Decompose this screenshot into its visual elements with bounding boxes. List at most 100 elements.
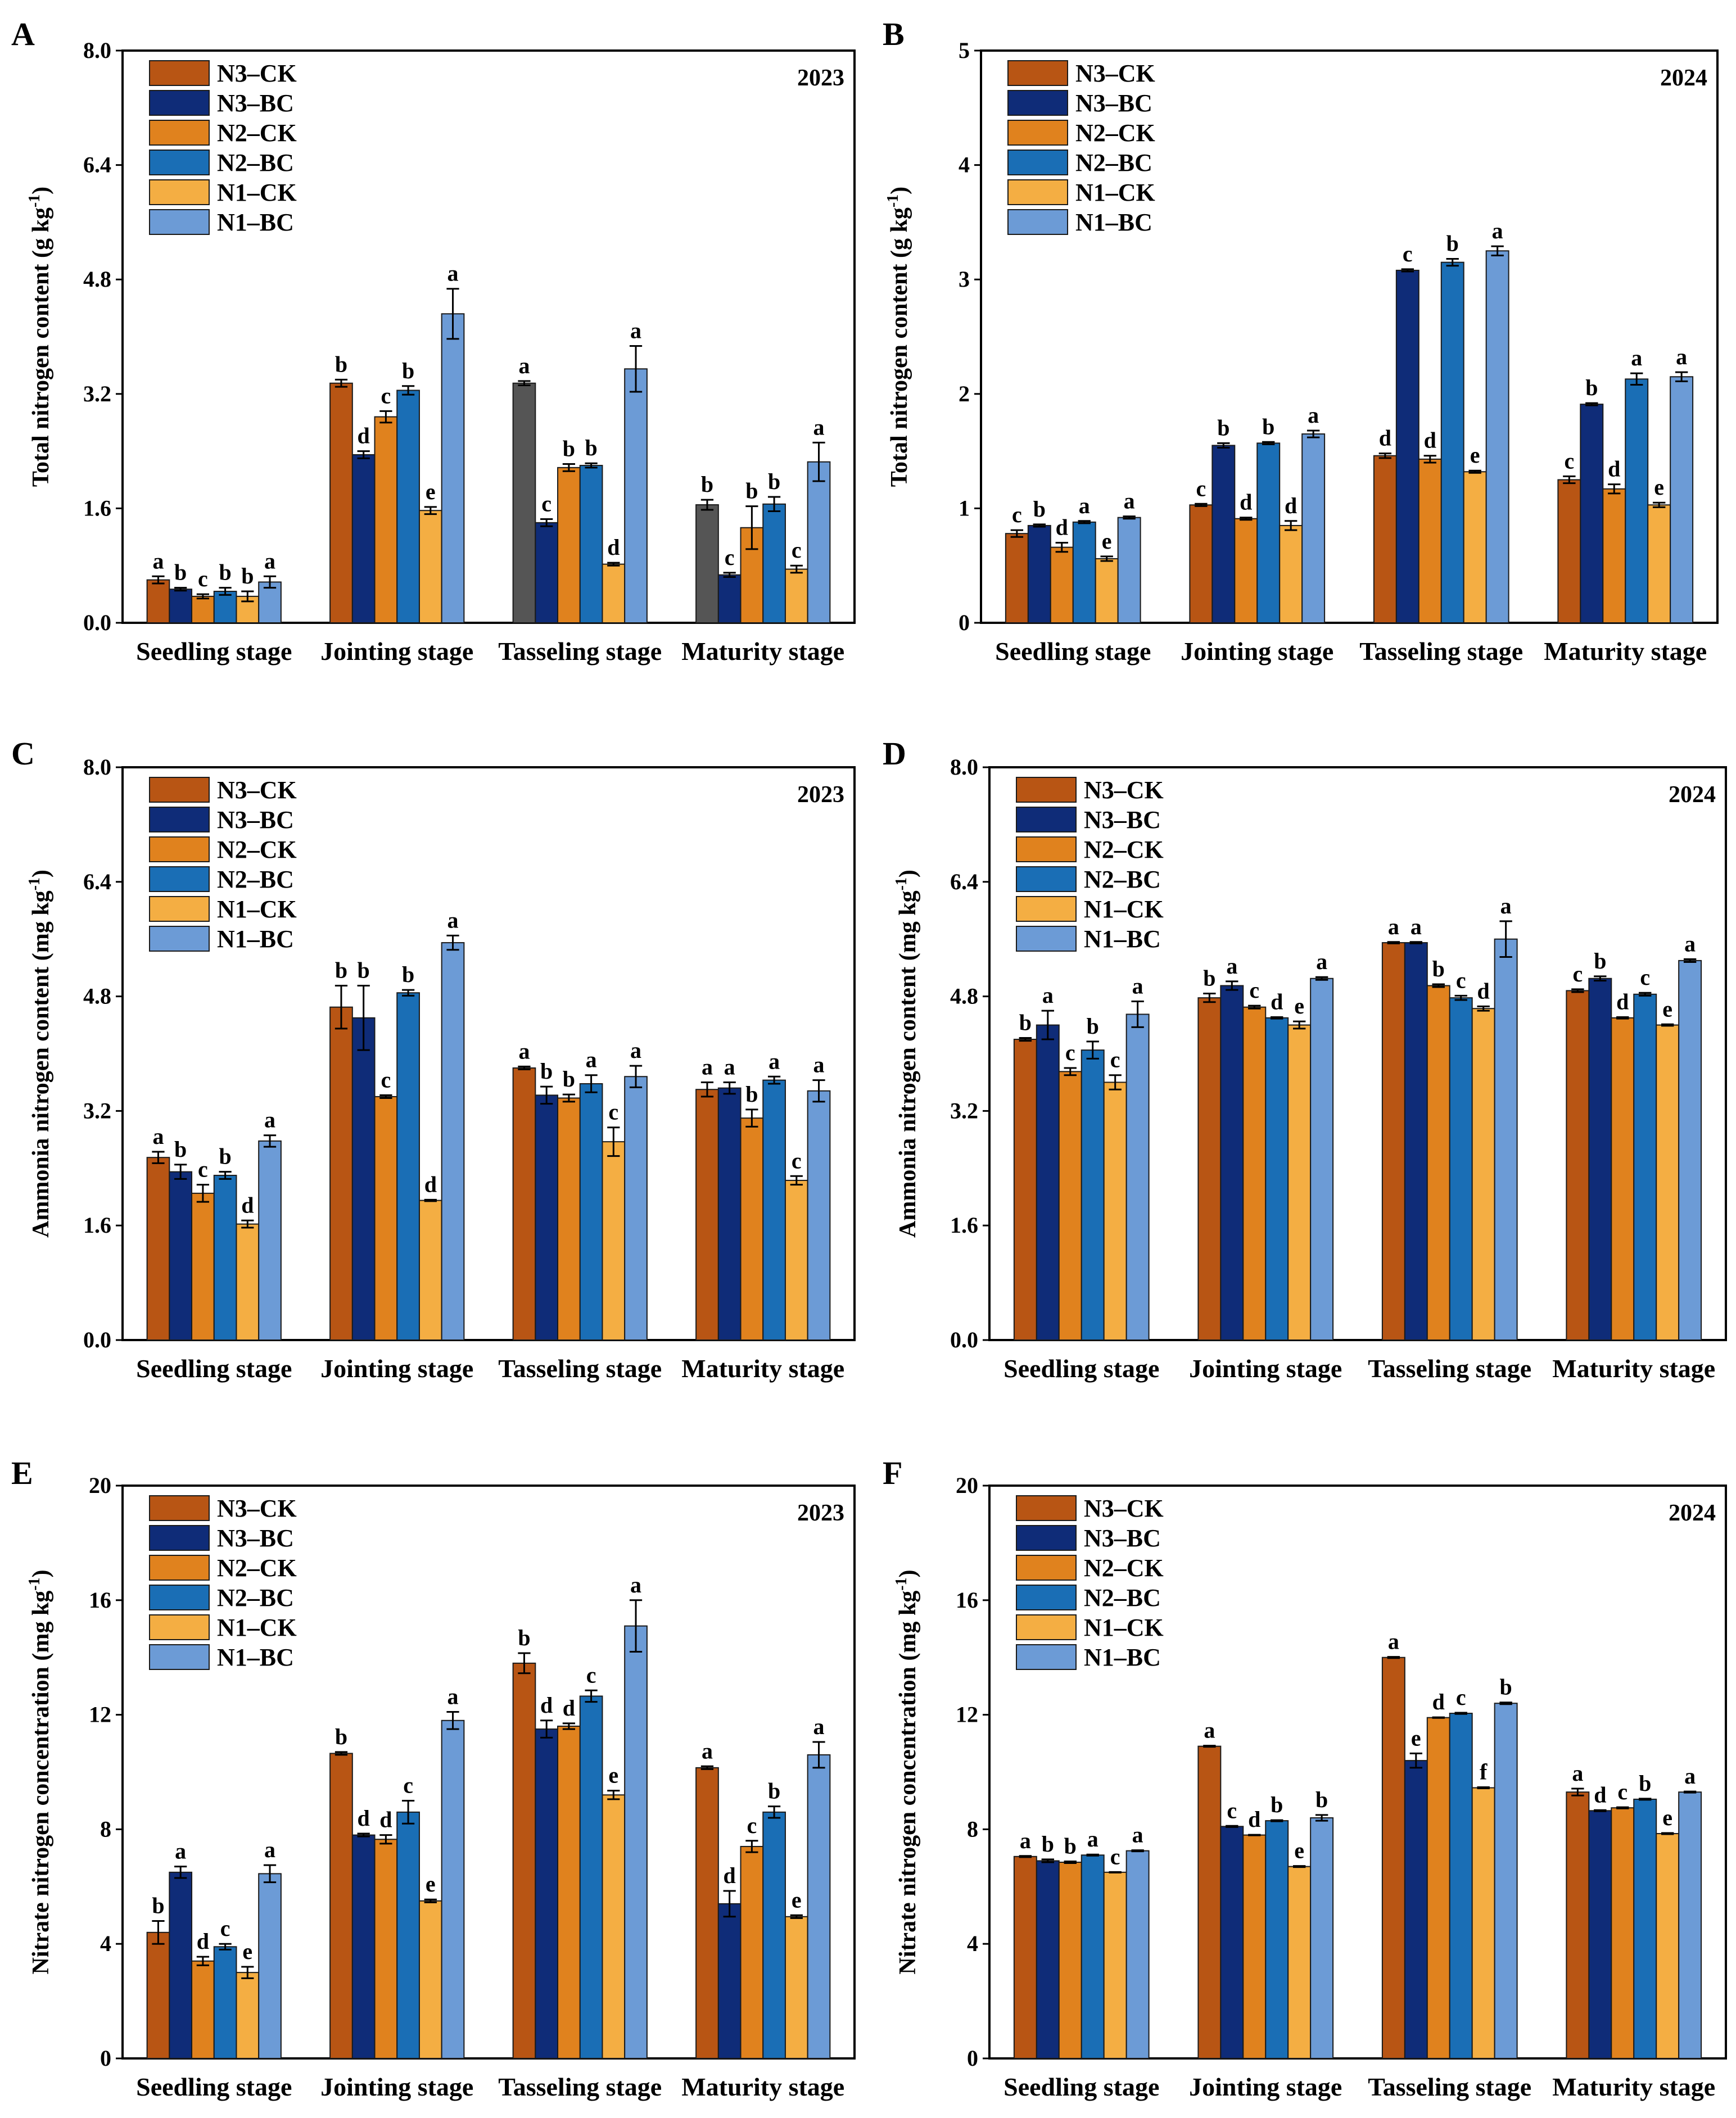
y-axis-label-superscript: -1 [884, 194, 902, 207]
y-tick-label: 4 [100, 1931, 111, 1956]
significance-label: b [152, 1893, 164, 1918]
x-category-label: Maturity stage [1544, 637, 1707, 666]
bar [717, 1903, 742, 2060]
significance-label: b [219, 560, 231, 585]
bar [624, 368, 648, 623]
bar [146, 1931, 170, 2060]
y-tick-label: 1.6 [83, 1212, 111, 1238]
panel-a: A 2023 0.0 1.6 3.2 4.8 6.4 8.0 Total nitrogen co… [11, 16, 856, 666]
bar [1566, 990, 1590, 1341]
panel-c: C 2023 0.0 1.6 3.2 4.8 6.4 8.0 Ammonia nitrogen … [11, 735, 856, 1383]
significance-label: c [1456, 1685, 1466, 1710]
significance-label: a [1631, 345, 1642, 370]
significance-label: a [724, 1054, 735, 1079]
y-tick-label: 20 [956, 1473, 978, 1498]
significance-label: a [1226, 953, 1237, 979]
panel-e: E 2023 0 4 8 12 16 20 Nitrate nitrogen concentra… [11, 1455, 856, 2101]
bar [1588, 1810, 1612, 2059]
significance-label: a [630, 1038, 641, 1063]
bar [1471, 1008, 1495, 1341]
significance-label: d [1056, 514, 1068, 540]
significance-label: e [426, 1871, 436, 1897]
y-axis-label-superscript: -1 [893, 1577, 910, 1590]
significance-label: e [1294, 1838, 1304, 1863]
significance-label: a [630, 1572, 641, 1597]
legend-label: N1–BC [217, 925, 294, 953]
x-category-label: Jointing stage [320, 1354, 473, 1383]
bar [1242, 1834, 1267, 2060]
significance-label: d [358, 423, 370, 449]
bar [717, 1087, 742, 1341]
bar [441, 313, 465, 623]
significance-label: b [1203, 966, 1215, 991]
y-axis-label-close: ) [28, 1569, 54, 1577]
plot-frame [121, 766, 856, 1341]
bar [1426, 1717, 1450, 2060]
legend-swatch [1016, 866, 1077, 892]
significance-label: a [1020, 1828, 1031, 1853]
bar [1404, 1760, 1428, 2060]
significance-label: b [335, 1724, 347, 1749]
bar [1117, 517, 1141, 623]
bar [441, 1719, 465, 2060]
bar [1588, 977, 1612, 1341]
significance-label: b [1042, 1831, 1054, 1857]
panel-b: B 2024 0 1 2 3 4 5 Total nitrogen content (g kg-… [883, 16, 1719, 666]
bar [602, 1141, 626, 1341]
significance-label: a [1124, 488, 1135, 514]
bar [213, 1175, 237, 1341]
bar [374, 1096, 398, 1341]
bar [1265, 1017, 1289, 1341]
y-tick-label: 8 [967, 1816, 978, 1841]
bar [1013, 1855, 1037, 2059]
significance-label: a [1132, 974, 1143, 999]
bar [535, 1728, 559, 2059]
legend-label: N2–BC [217, 1584, 294, 1612]
legend-label: N3–BC [1075, 89, 1152, 117]
significance-label: b [1033, 496, 1046, 522]
significance-label: b [540, 1058, 553, 1084]
significance-label: a [1410, 914, 1422, 939]
significance-label: b [1500, 1675, 1512, 1700]
bar [512, 1662, 536, 2059]
legend-swatch [149, 807, 210, 832]
bar [1418, 458, 1442, 623]
significance-label: c [608, 1099, 618, 1125]
y-axis-label-superscript: -1 [26, 877, 43, 890]
bar [1103, 1081, 1127, 1341]
x-category-label: Maturity stage [1552, 2072, 1715, 2101]
significance-label: a [447, 1684, 459, 1709]
significance-label: a [518, 353, 530, 378]
significance-label: b [563, 1066, 575, 1092]
significance-label: a [1204, 1718, 1215, 1743]
legend-swatch [149, 1525, 210, 1551]
x-category-label: Tasseling stage [1359, 637, 1523, 666]
bar [1494, 938, 1518, 1341]
bar [191, 1960, 215, 2060]
y-axis-label: Ammonia nitrogen content (mg kg-1) [893, 870, 921, 1238]
y-tick-label: 0.0 [83, 610, 111, 635]
significance-label: b [1639, 1771, 1651, 1796]
legend-swatch [1007, 60, 1068, 86]
bar [236, 1223, 260, 1341]
bar [191, 595, 215, 623]
significance-label: d [1594, 1782, 1606, 1807]
significance-label: d [1379, 426, 1391, 451]
legend-swatch [1007, 90, 1068, 116]
significance-label: c [220, 1916, 230, 1941]
legend-label: N1–CK [217, 1614, 297, 1641]
bar [329, 1006, 353, 1341]
bar [1279, 524, 1303, 623]
legend-label: N2–CK [1084, 836, 1164, 863]
significance-label: b [745, 1081, 758, 1107]
x-category-label: Seedling stage [136, 637, 292, 666]
significance-label: b [1064, 1833, 1077, 1858]
significance-label: a [1132, 1822, 1143, 1848]
y-tick-label: 8.0 [950, 754, 978, 780]
significance-label: a [586, 1047, 597, 1072]
y-tick-label: 4 [967, 1931, 978, 1956]
y-axis-label-main: Total nitrogen content (g kg [887, 207, 912, 487]
significance-label: c [381, 383, 391, 408]
panel-letter: D [883, 735, 906, 772]
